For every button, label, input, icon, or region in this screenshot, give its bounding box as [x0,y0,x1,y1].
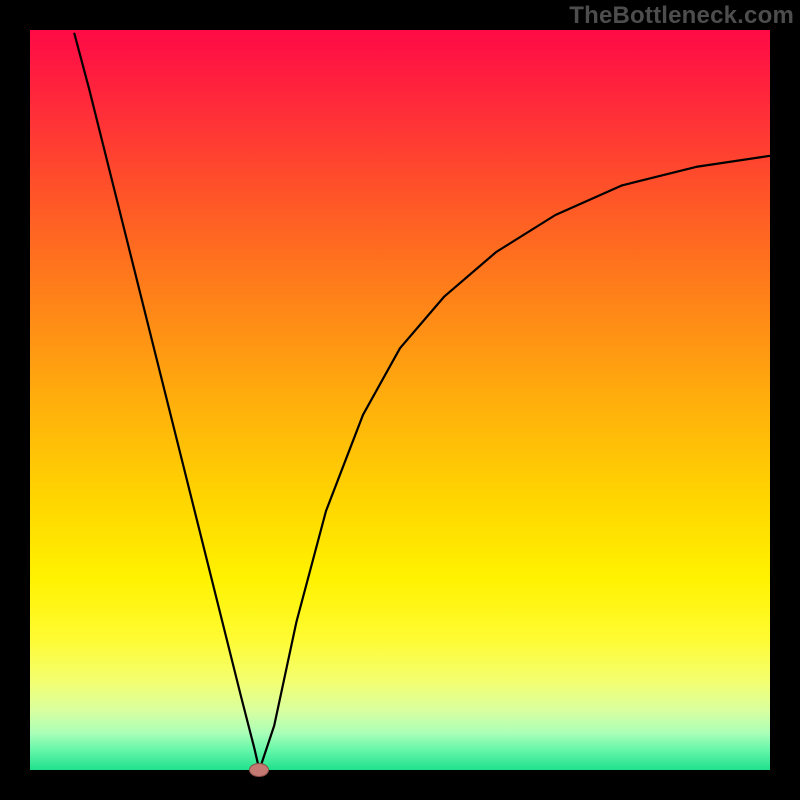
chart-root: TheBottleneck.com [0,0,800,800]
plot-area [30,30,770,770]
curve-right-branch [259,156,770,770]
curve-left-branch [74,34,259,770]
watermark-text: TheBottleneck.com [569,2,794,30]
notch-marker [249,763,269,777]
curve-layer [30,30,770,770]
